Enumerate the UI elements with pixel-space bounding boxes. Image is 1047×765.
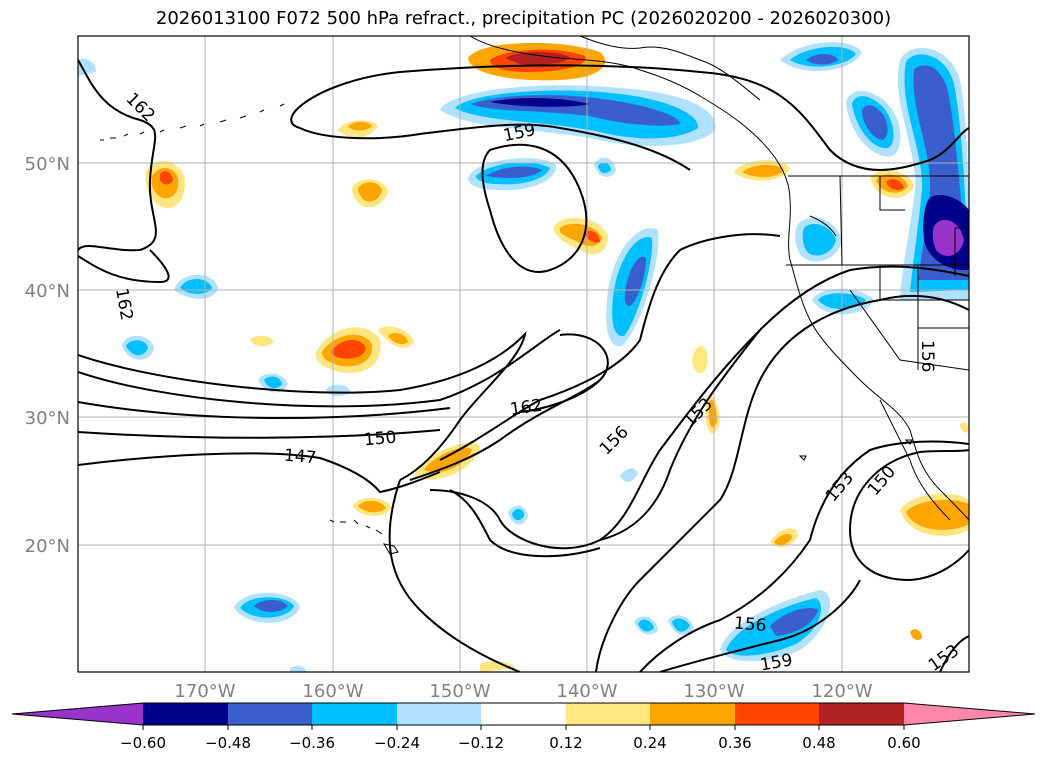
map-title: 2026013100 F072 500 hPa refract., precip… (155, 8, 892, 29)
colorbar-segment (481, 703, 566, 725)
lon-label: 160°W (302, 681, 363, 702)
precip-shading (78, 42, 969, 672)
contour-label: 159 (759, 650, 794, 675)
coastlines (469, 36, 969, 521)
lon-label: 120°W (811, 681, 872, 702)
lon-label: 150°W (429, 681, 490, 702)
colorbar-tick-label: −0.12 (458, 734, 504, 752)
lon-label: 130°W (683, 681, 744, 702)
colorbar-segment (735, 703, 819, 725)
lat-label: 40°N (25, 281, 70, 302)
colorbar-segment (819, 703, 904, 725)
lat-label: 50°N (25, 154, 70, 175)
longitude-labels: 170°W 160°W 150°W 140°W 130°W 120°W (174, 681, 872, 702)
colorbar-segment (312, 703, 397, 725)
colorbar-segment (397, 703, 481, 725)
contour-label: 162 (509, 396, 544, 420)
colorbar: −0.60 −0.48 −0.36 −0.24 −0.12 0.12 0.24 … (11, 702, 1036, 752)
colorbar-tick-label: −0.36 (289, 734, 335, 752)
colorbar-segment (650, 703, 735, 725)
colorbar-tick-label: 0.24 (633, 734, 666, 752)
colorbar-tick-label: 0.12 (549, 734, 582, 752)
latitude-labels: 50°N 40°N 30°N 20°N (25, 154, 70, 557)
colorbar-segment (143, 703, 228, 725)
colorbar-tick-label: 0.48 (802, 734, 835, 752)
colorbar-tick-label: 0.60 (887, 734, 920, 752)
islands (100, 103, 913, 555)
colorbar-segment (566, 703, 650, 725)
contour-label: 147 (283, 446, 317, 469)
lat-label: 30°N (25, 408, 70, 429)
colorbar-tick-label: −0.48 (205, 734, 251, 752)
lat-label: 20°N (25, 536, 70, 557)
colorbar-tick-label: −0.24 (374, 734, 420, 752)
colorbar-tick-label: −0.60 (120, 734, 166, 752)
lon-label: 140°W (556, 681, 617, 702)
contour-lines (78, 59, 969, 672)
contour-label: 156 (917, 340, 937, 372)
map-plot-area: 162 162 159 162 156 153 150 147 153 150 … (78, 36, 969, 675)
colorbar-segment (904, 703, 1035, 725)
colorbar-tick-label: 0.36 (718, 734, 751, 752)
contour-label: 150 (363, 428, 397, 451)
colorbar-segment (228, 703, 312, 725)
colorbar-segment (12, 703, 143, 725)
map-frame (77, 35, 970, 673)
contour-label: 156 (733, 613, 767, 636)
lon-label: 170°W (174, 681, 235, 702)
